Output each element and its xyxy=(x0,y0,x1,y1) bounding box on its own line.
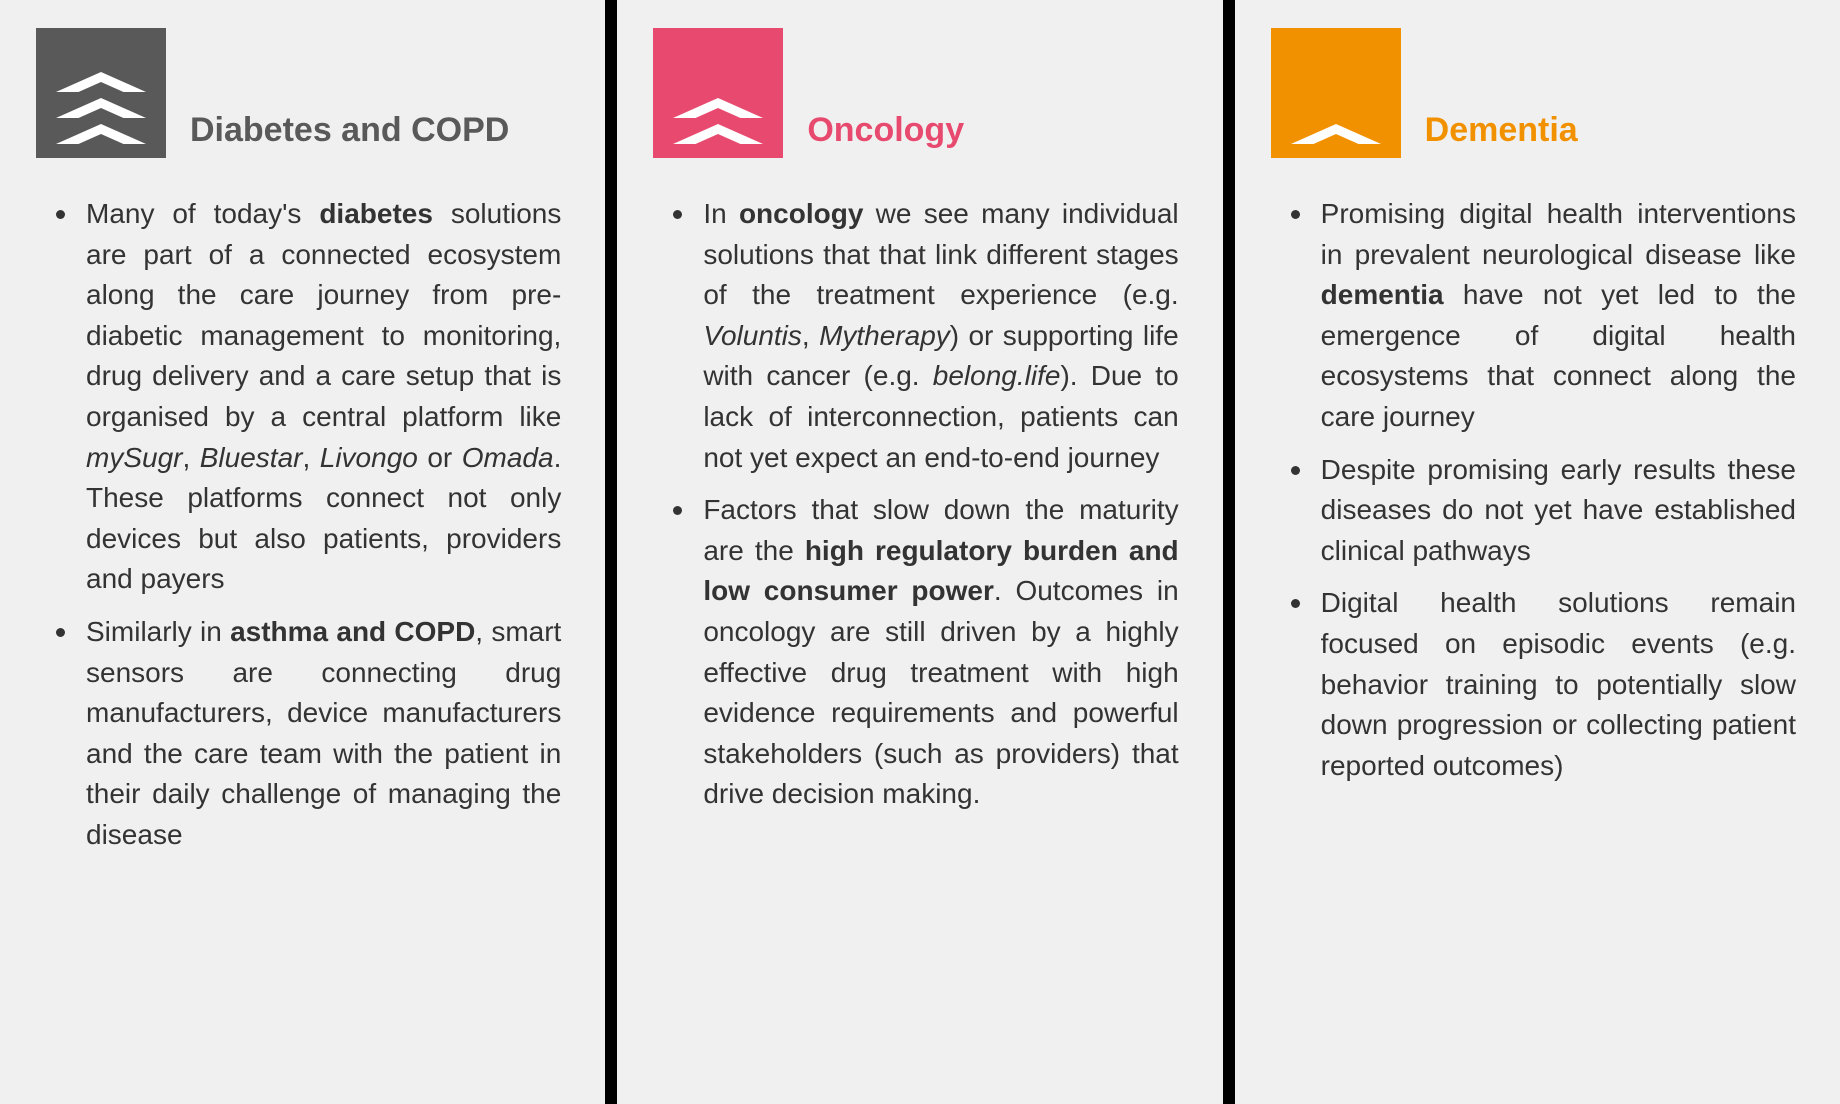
list-item: Digital health solutions remain focused … xyxy=(1291,583,1796,786)
maturity-icon xyxy=(653,28,783,158)
list-item: Factors that slow down the maturity are … xyxy=(673,490,1178,815)
bullet-list: In oncology we see many individual solut… xyxy=(653,194,1186,827)
chevron-icon xyxy=(673,98,763,118)
column-title: Dementia xyxy=(1425,111,1578,158)
chevron-icon xyxy=(673,124,763,144)
list-item: Promising digital health interventions i… xyxy=(1291,194,1796,438)
list-item: Many of today's diabetes solutions are p… xyxy=(56,194,561,600)
column-oncology: Oncology In oncology we see many individ… xyxy=(617,0,1222,1104)
list-item: Despite promising early results these di… xyxy=(1291,450,1796,572)
column-header: Dementia xyxy=(1271,28,1804,158)
bullet-list: Many of today's diabetes solutions are p… xyxy=(36,194,569,868)
maturity-icon xyxy=(1271,28,1401,158)
column-header: Oncology xyxy=(653,28,1186,158)
chevron-icon xyxy=(56,72,146,92)
chevron-icon xyxy=(1291,124,1381,144)
chevron-icon xyxy=(56,124,146,144)
column-title: Diabetes and COPD xyxy=(190,111,509,158)
column-header: Diabetes and COPD xyxy=(36,28,569,158)
chevron-icon xyxy=(56,98,146,118)
bullet-list: Promising digital health interventions i… xyxy=(1271,194,1804,798)
column-title: Oncology xyxy=(807,111,964,158)
list-item: Similarly in asthma and COPD, smart sens… xyxy=(56,612,561,856)
list-item: In oncology we see many individual solut… xyxy=(673,194,1178,478)
column-dementia: Dementia Promising digital health interv… xyxy=(1235,0,1840,1104)
column-diabetes: Diabetes and COPD Many of today's diabet… xyxy=(0,0,605,1104)
maturity-icon xyxy=(36,28,166,158)
